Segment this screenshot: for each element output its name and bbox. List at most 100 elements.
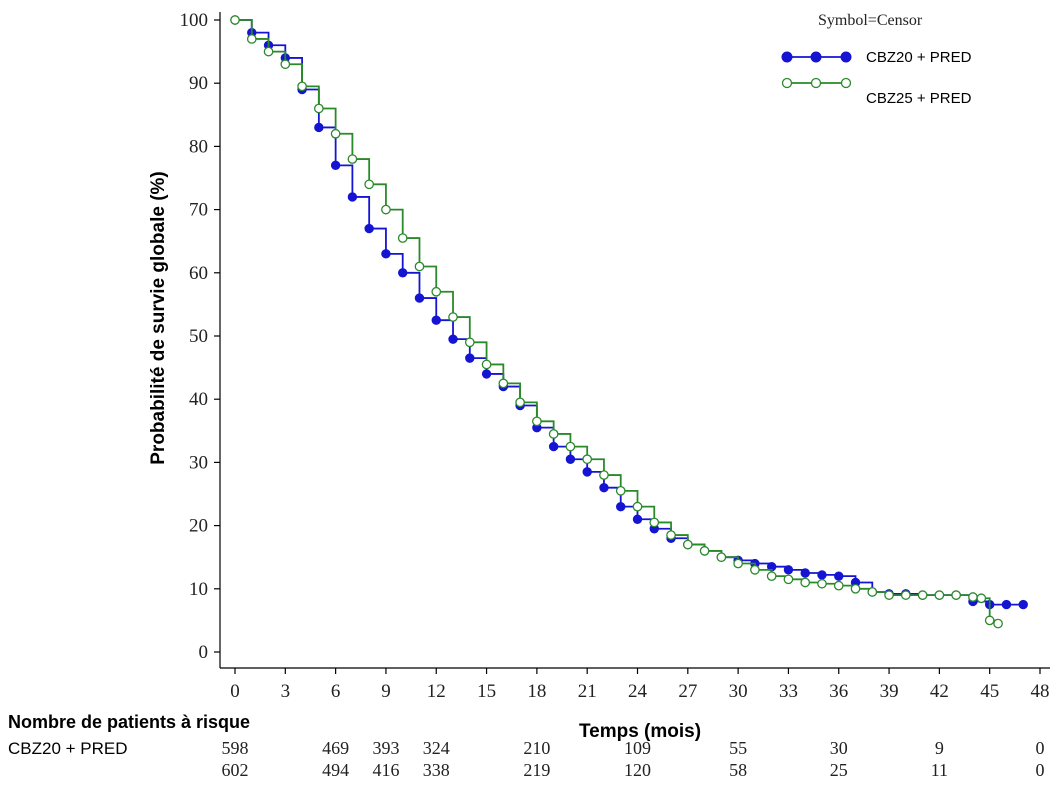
censor-marker bbox=[934, 590, 945, 600]
x-tick-label: 27 bbox=[678, 681, 697, 702]
censor-marker bbox=[766, 571, 777, 582]
censor-marker bbox=[498, 378, 509, 389]
censor-marker bbox=[364, 223, 374, 234]
censor-marker bbox=[951, 590, 961, 600]
risk-count: 324 bbox=[423, 738, 450, 758]
censor-marker bbox=[716, 552, 727, 563]
y-tick-label: 60 bbox=[189, 263, 208, 284]
censor-marker bbox=[833, 580, 844, 591]
censor-marker bbox=[1018, 599, 1028, 610]
x-tick-label: 0 bbox=[230, 681, 240, 702]
censor-marker bbox=[1001, 599, 1012, 610]
legend-marker bbox=[781, 77, 793, 89]
censor-marker bbox=[297, 81, 307, 92]
legend-entry: CBZ20 + PRED bbox=[781, 49, 972, 66]
censor-marker bbox=[397, 233, 408, 243]
censor-marker bbox=[381, 249, 391, 259]
censor-marker bbox=[783, 565, 794, 575]
censor-marker bbox=[867, 587, 878, 597]
risk-count: 109 bbox=[624, 738, 651, 758]
censor-marker bbox=[230, 15, 240, 25]
y-axis-title: Probabilité de survie globale (%) bbox=[148, 171, 169, 465]
risk-count: 602 bbox=[222, 760, 249, 780]
x-tick-label: 33 bbox=[779, 681, 798, 702]
x-tick-label: 36 bbox=[829, 681, 848, 702]
risk-count: 0 bbox=[1036, 738, 1045, 758]
censor-marker bbox=[431, 286, 442, 297]
censor-marker bbox=[582, 467, 592, 477]
censor-marker bbox=[900, 590, 911, 600]
x-tick-label: 30 bbox=[729, 681, 748, 702]
censor-marker bbox=[976, 593, 987, 604]
risk-count: 469 bbox=[322, 738, 349, 758]
legend: Symbol=Censor CBZ20 + PRED CBZ25 + PRED bbox=[781, 12, 972, 107]
censor-marker bbox=[414, 261, 425, 272]
y-tick-label: 90 bbox=[189, 73, 208, 94]
risk-count: 0 bbox=[1036, 760, 1045, 780]
censor-marker bbox=[548, 429, 559, 439]
censor-marker bbox=[398, 268, 408, 278]
censor-marker bbox=[532, 416, 542, 427]
risk-count: 55 bbox=[729, 738, 747, 758]
censor-marker bbox=[616, 501, 626, 512]
censor-marker bbox=[632, 514, 643, 524]
censor-marker bbox=[330, 160, 341, 171]
x-tick-label: 21 bbox=[578, 681, 597, 702]
censor-marker bbox=[414, 293, 425, 303]
censor-marker bbox=[599, 470, 609, 480]
censor-marker bbox=[699, 546, 710, 556]
risk-count: 598 bbox=[222, 738, 249, 758]
y-tick-label: 50 bbox=[189, 326, 208, 347]
censor-marker bbox=[615, 485, 626, 496]
risk-count: 9 bbox=[935, 738, 944, 758]
censor-marker bbox=[850, 583, 861, 594]
censor-marker bbox=[800, 568, 810, 578]
legend-marker bbox=[840, 51, 852, 63]
censor-marker bbox=[280, 59, 291, 70]
censor-marker bbox=[666, 530, 676, 540]
censor-marker bbox=[314, 122, 324, 133]
risk-row-label: CBZ20 + PRED bbox=[8, 739, 128, 758]
censor-marker bbox=[682, 539, 693, 550]
x-tick-label: 15 bbox=[477, 681, 496, 702]
censor-marker bbox=[263, 46, 274, 57]
censor-marker bbox=[464, 337, 475, 348]
risk-count: 58 bbox=[729, 760, 747, 780]
risk-count: 219 bbox=[523, 760, 550, 780]
legend-marker bbox=[810, 77, 822, 89]
series-line bbox=[235, 19, 1024, 606]
censor-marker bbox=[448, 312, 458, 322]
censor-marker bbox=[481, 369, 492, 379]
censor-marker bbox=[984, 615, 995, 626]
censor-marker bbox=[465, 353, 475, 363]
x-tick-label: 48 bbox=[1031, 681, 1050, 702]
censor-marker bbox=[817, 570, 827, 580]
y-tick-label: 40 bbox=[189, 389, 208, 410]
x-tick-label: 39 bbox=[880, 681, 899, 702]
censor-marker bbox=[582, 454, 593, 465]
x-tick-label: 12 bbox=[427, 681, 446, 702]
censor-marker bbox=[917, 590, 928, 600]
y-tick-label: 100 bbox=[180, 10, 209, 31]
risk-table-title: Nombre de patients à risque bbox=[8, 712, 250, 732]
x-tick-label: 6 bbox=[331, 681, 341, 702]
censor-marker bbox=[481, 359, 492, 370]
x-tick-label: 42 bbox=[930, 681, 949, 702]
risk-count: 25 bbox=[830, 760, 848, 780]
risk-count: 210 bbox=[523, 738, 550, 758]
x-tick-label: 3 bbox=[281, 681, 291, 702]
censor-marker bbox=[733, 558, 743, 569]
censor-marker bbox=[649, 517, 660, 528]
legend-entry: CBZ25 + PRED bbox=[781, 77, 972, 107]
risk-count: 338 bbox=[423, 760, 450, 780]
risk-count: 30 bbox=[830, 738, 848, 758]
censor-marker bbox=[565, 441, 576, 452]
censor-marker bbox=[431, 315, 441, 325]
censor-marker bbox=[834, 571, 844, 581]
risk-count: 11 bbox=[931, 760, 948, 780]
censor-marker bbox=[330, 128, 341, 139]
censor-marker bbox=[565, 454, 576, 464]
censor-marker bbox=[314, 103, 324, 114]
series-line bbox=[235, 19, 999, 624]
